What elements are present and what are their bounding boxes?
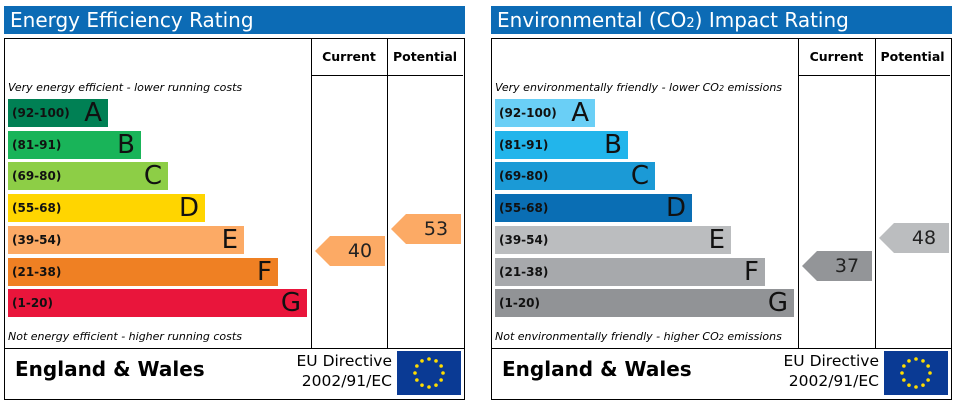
eu-directive-label: EU Directive 2002/91/EC [783, 352, 880, 390]
band-letter: F [257, 256, 272, 287]
band-letter: A [84, 98, 102, 128]
rating-band-c: (69-80) C [8, 161, 168, 192]
band-range-label: (92-100) [12, 106, 70, 120]
rating-band-e: (39-54) E [8, 224, 244, 255]
band-letter: E [708, 224, 725, 255]
rating-band-d: (55-68) D [8, 193, 205, 224]
potential-rating-arrow: 53 [391, 214, 461, 244]
rating-band-e: (39-54) E [495, 224, 731, 255]
band-range-label: (21-38) [499, 264, 549, 279]
potential-column-header: Potential [880, 49, 945, 64]
country-label: England & Wales [15, 357, 205, 381]
rating-band-d: (55-68) D [495, 193, 692, 224]
band-letter: A [571, 98, 589, 128]
environmental-rating-table: Current Potential Very environmentally f… [491, 38, 952, 400]
current-rating-value: 37 [834, 255, 860, 277]
band-letter: C [143, 161, 162, 192]
band-range-label: (92-100) [499, 106, 557, 120]
potential-rating-value: 48 [911, 227, 937, 249]
rating-band-f: (21-38) F [8, 256, 278, 287]
potential-arrow-shape [879, 223, 949, 253]
band-letter: B [604, 129, 622, 160]
rating-band-b: (81-91) B [8, 129, 141, 160]
band-range-label: (55-68) [499, 201, 549, 216]
band-range-label: (81-91) [12, 137, 62, 152]
current-rating-arrow: 37 [802, 251, 872, 281]
energy-efficiency-panel: Energy Efficiency Rating Current Potenti… [4, 6, 465, 400]
energy-panel-title: Energy Efficiency Rating [4, 6, 465, 34]
current-column-header: Current [809, 49, 864, 64]
band-letter: G [280, 288, 301, 319]
band-range-label: (21-38) [12, 264, 62, 279]
current-arrow-shape [802, 251, 872, 281]
band-letter: G [767, 288, 788, 319]
band-range-label: (1-20) [12, 296, 53, 311]
rating-band-g: (1-20) G [8, 288, 307, 319]
rating-band-a: (92-100) A [8, 99, 108, 127]
top-caption: Very environmentally friendly - lower CO… [495, 81, 783, 94]
energy-rating-table: Current Potential Very energy efficient … [4, 38, 465, 400]
band-range-label: (69-80) [499, 169, 549, 184]
country-label: England & Wales [502, 357, 692, 381]
band-letter: B [117, 129, 135, 160]
band-letter: E [221, 224, 238, 255]
rating-band-f: (21-38) F [495, 256, 765, 287]
rating-band-a: (92-100) A [495, 99, 595, 127]
band-letter: F [744, 256, 759, 287]
band-letter: D [665, 193, 686, 224]
band-letter: C [630, 161, 649, 192]
band-range-label: (55-68) [12, 201, 62, 216]
bottom-caption: Not energy efficient - higher running co… [8, 330, 242, 343]
eu-directive-label: EU Directive 2002/91/EC [296, 352, 393, 390]
potential-rating-arrow: 48 [879, 223, 949, 253]
band-range-label: (39-54) [499, 232, 549, 247]
potential-rating-value: 53 [423, 218, 449, 240]
potential-column-header: Potential [392, 49, 458, 64]
current-column-header: Current [322, 49, 376, 64]
eu-flag-icon [884, 351, 948, 395]
band-range-label: (69-80) [12, 169, 62, 184]
rating-band-g: (1-20) G [495, 288, 794, 319]
current-rating-arrow: 40 [315, 236, 385, 266]
band-range-label: (81-91) [499, 137, 549, 152]
top-caption: Very energy efficient - lower running co… [8, 81, 243, 94]
rating-band-b: (81-91) B [495, 129, 628, 160]
eu-flag-icon [397, 351, 461, 395]
environmental-panel-title: Environmental (CO2) Impact Rating [491, 6, 952, 34]
current-rating-value: 40 [347, 240, 373, 262]
band-letter: D [178, 193, 199, 224]
current-arrow-shape [315, 236, 385, 266]
potential-arrow-shape [391, 214, 461, 244]
band-range-label: (39-54) [12, 232, 62, 247]
bottom-caption: Not environmentally friendly - higher CO… [495, 330, 782, 343]
band-range-label: (1-20) [499, 296, 540, 311]
environmental-impact-panel: Environmental (CO2) Impact Rating Curren… [491, 6, 952, 400]
rating-band-c: (69-80) C [495, 161, 655, 192]
